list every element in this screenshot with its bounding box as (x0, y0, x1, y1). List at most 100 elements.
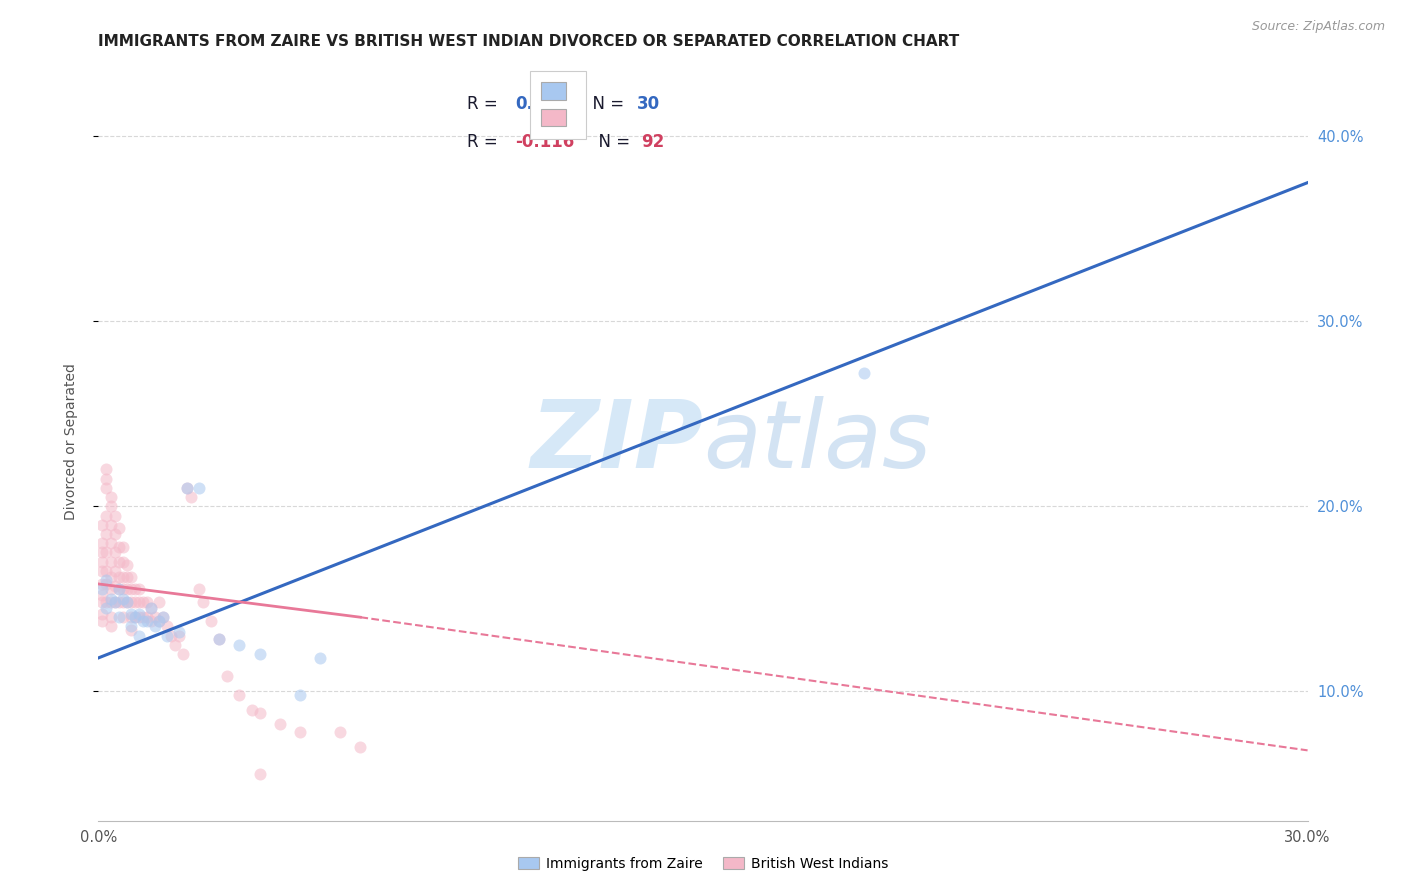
Point (188, 582, 211, 597)
Point (176, 481, 198, 495)
Legend: Immigrants from Zaire, British West Indians: Immigrants from Zaire, British West Indi… (512, 851, 894, 876)
Point (91, 614, 114, 628)
Point (91, 545, 114, 559)
Point (167, 625, 190, 640)
Point (100, 536, 122, 550)
Point (96, 573, 118, 587)
Point (180, 490, 202, 504)
Point (200, 614, 222, 628)
Point (100, 610, 122, 624)
Point (228, 688, 250, 702)
Point (288, 688, 311, 702)
Text: ZIP: ZIP (530, 395, 703, 488)
Point (107, 521, 129, 535)
Point (152, 610, 174, 624)
Text: R =: R = (467, 95, 503, 113)
Point (103, 595, 125, 609)
Point (249, 706, 271, 721)
Point (96, 527, 118, 541)
Point (128, 610, 150, 624)
Point (91, 577, 114, 591)
Point (124, 582, 146, 597)
Point (128, 607, 150, 621)
Point (103, 508, 125, 523)
Point (156, 619, 179, 633)
Point (96, 595, 118, 609)
Point (120, 582, 142, 597)
Point (111, 582, 134, 597)
Point (96, 481, 118, 495)
Point (96, 545, 118, 559)
Point (128, 629, 150, 643)
Point (269, 717, 291, 731)
Point (111, 540, 134, 554)
Point (249, 647, 271, 661)
Text: 0.838: 0.838 (516, 95, 568, 113)
Point (96, 564, 118, 578)
Point (100, 569, 122, 583)
Point (228, 638, 250, 652)
Point (107, 582, 129, 597)
Point (96, 508, 118, 523)
Point (288, 724, 311, 739)
Point (111, 591, 134, 606)
Point (143, 610, 166, 624)
Point (107, 569, 129, 583)
Point (132, 614, 155, 628)
Point (100, 517, 122, 532)
Point (100, 500, 122, 514)
Point (167, 629, 190, 643)
Point (91, 588, 114, 602)
Point (188, 481, 211, 495)
Point (120, 569, 142, 583)
Point (91, 536, 114, 550)
Point (128, 595, 150, 609)
Point (148, 614, 170, 628)
Point (107, 582, 129, 597)
Point (111, 595, 134, 609)
Point (111, 555, 134, 569)
Point (160, 629, 183, 643)
Point (329, 724, 352, 739)
Point (103, 595, 125, 609)
Point (249, 767, 271, 781)
Point (100, 582, 122, 597)
Point (107, 595, 129, 609)
Text: -0.116: -0.116 (516, 133, 575, 151)
Point (115, 558, 138, 573)
Point (91, 582, 114, 597)
Point (107, 555, 129, 569)
Point (176, 481, 198, 495)
Point (120, 607, 142, 621)
Point (100, 595, 122, 609)
Point (107, 610, 129, 624)
Point (103, 527, 125, 541)
Point (152, 610, 174, 624)
Text: N =: N = (582, 95, 630, 113)
Point (100, 490, 122, 504)
Point (115, 595, 138, 609)
Point (135, 610, 157, 624)
Legend: , : , (530, 70, 586, 139)
Point (96, 462, 118, 476)
Point (139, 614, 162, 628)
Point (91, 564, 114, 578)
Point (172, 647, 194, 661)
Point (96, 577, 118, 591)
Point (309, 651, 332, 665)
Point (128, 582, 150, 597)
Point (91, 517, 114, 532)
Point (132, 595, 155, 609)
Point (120, 619, 142, 633)
Point (349, 739, 371, 754)
Point (96, 471, 118, 485)
Y-axis label: Divorced or Separated: Divorced or Separated (63, 363, 77, 520)
Point (103, 545, 125, 559)
Point (100, 555, 122, 569)
Point (193, 595, 215, 609)
Point (91, 607, 114, 621)
Text: IMMIGRANTS FROM ZAIRE VS BRITISH WEST INDIAN DIVORCED OR SEPARATED CORRELATION C: IMMIGRANTS FROM ZAIRE VS BRITISH WEST IN… (98, 34, 960, 49)
Point (853, 366, 876, 380)
Point (111, 610, 134, 624)
Text: 92: 92 (641, 133, 665, 151)
